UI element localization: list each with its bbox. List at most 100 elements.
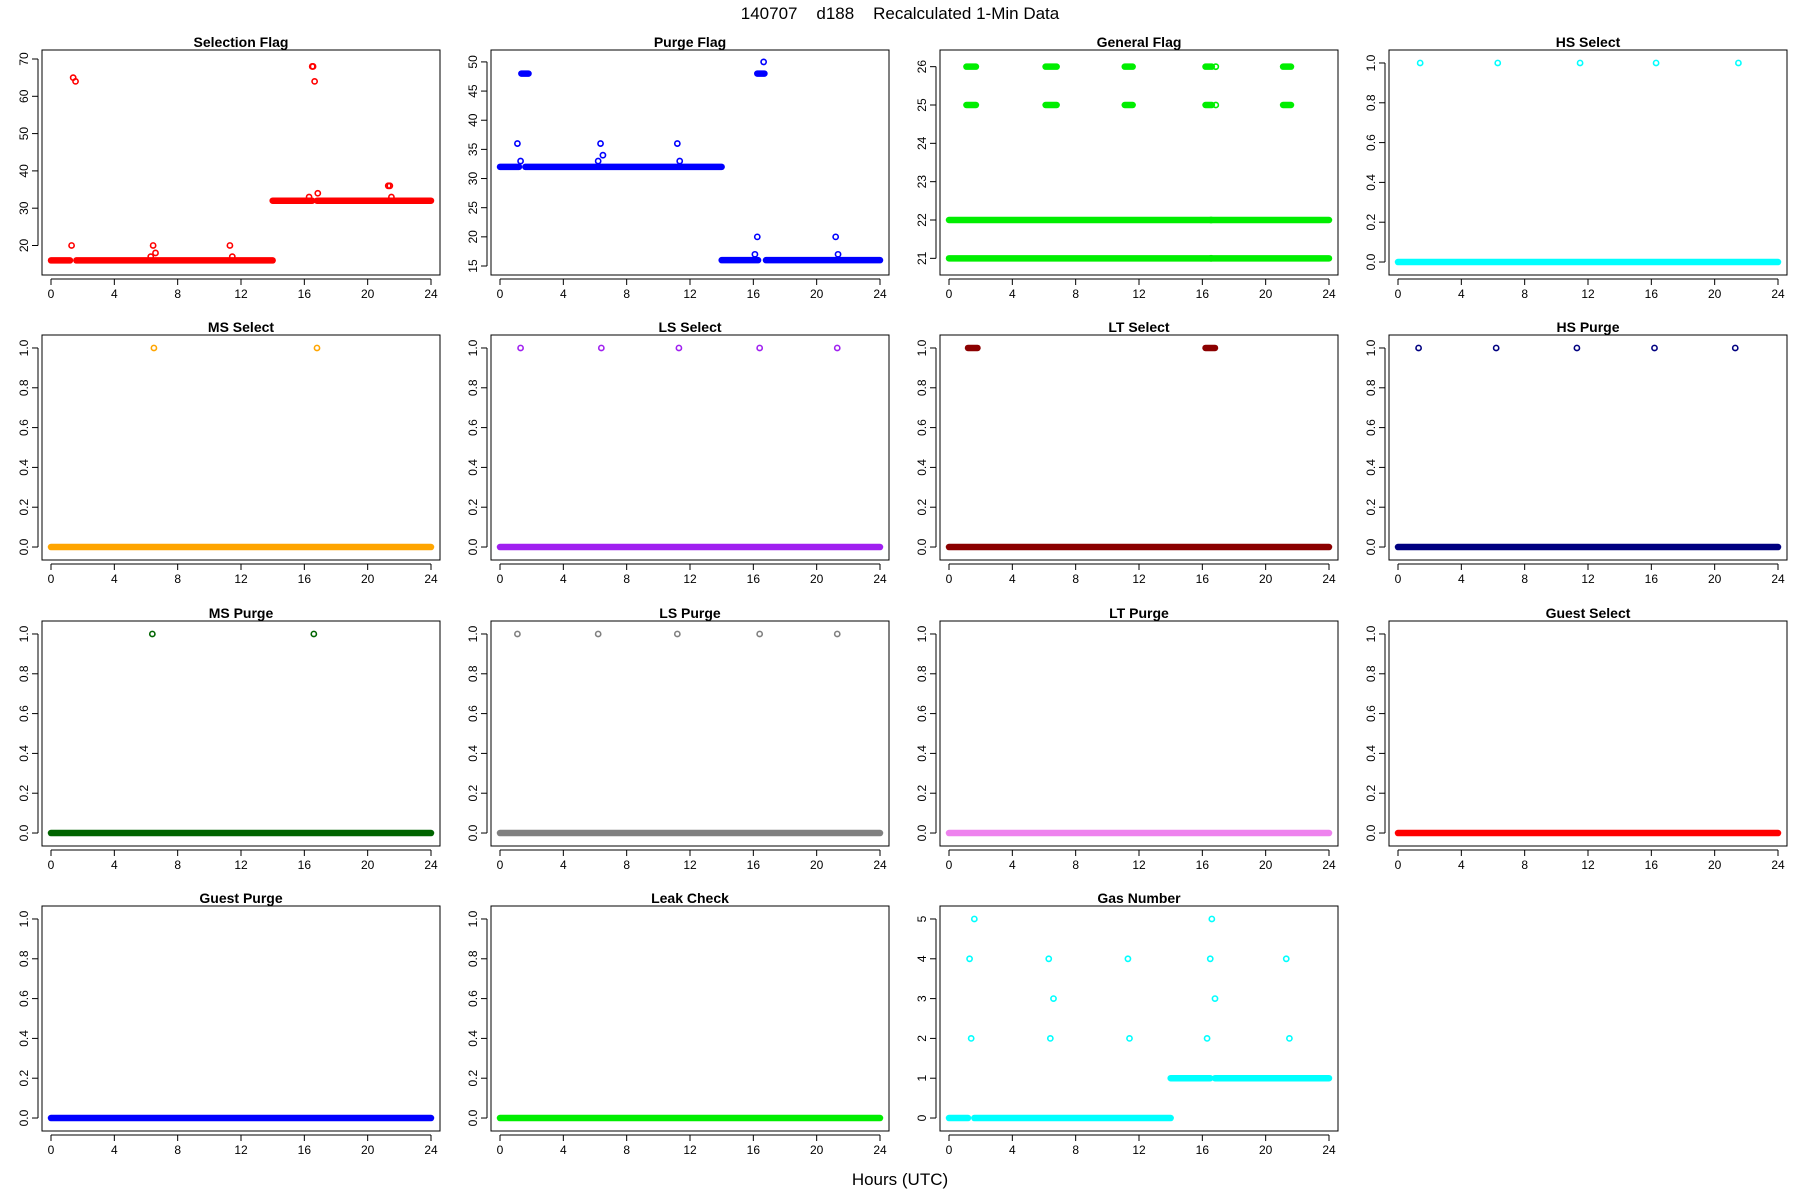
data-point: [228, 253, 236, 261]
plot-frame: [41, 905, 441, 1132]
y-tick-label: 0.8: [915, 665, 929, 682]
y-tick-label: 0.8: [915, 379, 929, 396]
y-tick-label: 0: [915, 1114, 929, 1121]
y-tick-label: 0.2: [17, 785, 31, 802]
panel-title: Gas Number: [1097, 890, 1181, 906]
y-tick-label: 0.4: [1364, 174, 1378, 191]
data-point: [1045, 955, 1053, 963]
data-point: [1651, 344, 1658, 352]
data-point: [834, 250, 842, 258]
data-point: [1046, 1035, 1054, 1042]
x-tick-label: 20: [810, 572, 824, 586]
x-axis-label: Hours (UTC): [851, 1170, 949, 1189]
y-tick-label: 1.0: [466, 339, 480, 356]
data-point: [313, 344, 321, 352]
data-point: [1652, 59, 1660, 67]
x-tick-label: 12: [1132, 858, 1146, 872]
data-point: [1126, 1035, 1133, 1042]
panel-title: Selection Flag: [194, 34, 289, 50]
data-point: [1282, 955, 1290, 963]
x-tick-label: 12: [683, 572, 697, 586]
plot-frame: [939, 334, 1339, 561]
panel-title: Guest Purge: [199, 890, 282, 906]
panel-leak-check: Leak Check 0 4 8 12 16 20 24 0.0 0.2 0.4 0.6 0.8 1.0: [466, 890, 890, 1157]
x-axis: 0 4 8 12 16 20 24: [497, 563, 887, 586]
y-tick-label: 0.6: [466, 990, 480, 1007]
y-tick-label: 5: [915, 915, 929, 922]
x-tick-label: 16: [1645, 572, 1659, 586]
x-tick-label: 4: [111, 1143, 118, 1157]
panel-title: LT Select: [1108, 319, 1170, 335]
x-axis: 0 4 8 12 16 20 24: [1395, 278, 1785, 301]
x-tick-label: 4: [560, 287, 567, 301]
y-tick-label: 1: [915, 1075, 929, 1082]
data-point: [1415, 344, 1422, 352]
data-point: [226, 242, 234, 249]
y-tick-label: 24: [915, 136, 929, 150]
data-point: [68, 242, 75, 249]
x-tick-label: 24: [873, 858, 887, 872]
x-tick-label: 12: [1132, 1143, 1146, 1157]
y-tick-label: 0.8: [466, 379, 480, 396]
y-tick-label: 26: [915, 60, 929, 74]
x-tick-label: 0: [48, 287, 55, 301]
data-point: [1050, 995, 1057, 1002]
data-point: [1207, 216, 1215, 224]
y-axis: 0.0 0.2 0.4 0.6 0.8 1.0: [17, 339, 39, 555]
y-tick-label: 0.6: [466, 419, 480, 436]
x-axis: 0 4 8 12 16 20 24: [497, 1134, 887, 1157]
panel-lt-select: LT Select 0 4 8 12 16 20 24 0.0 0.2 0.4 0.6 0.8 1.0: [915, 319, 1339, 586]
data-point: [970, 915, 978, 923]
y-tick-label: 15: [466, 259, 480, 273]
panel-title: Guest Select: [1546, 605, 1631, 621]
data-point: [832, 233, 840, 241]
data-point: [1735, 59, 1742, 67]
y-tick-label: 0.4: [915, 745, 929, 762]
x-axis: 0 4 8 12 16 20 24: [48, 1134, 438, 1157]
data-point: [676, 157, 684, 165]
y-tick-label: 1.0: [17, 625, 31, 642]
panel-ls-purge: LS Purge 0 4 8 12 16 20 24 0.0 0.2 0.4 0.6 0.8 1.0: [466, 605, 890, 872]
y-axis: 21 22 23 24 25 26: [915, 60, 937, 265]
y-tick-label: 0.6: [1364, 705, 1378, 722]
x-axis: 0 4 8 12 16 20 24: [497, 278, 887, 301]
panel-title: LS Select: [658, 319, 721, 335]
y-axis: 0.0 0.2 0.4 0.6 0.8 1.0: [17, 625, 39, 841]
x-tick-label: 16: [1196, 572, 1210, 586]
x-tick-label: 0: [497, 287, 504, 301]
y-tick-label: 0.2: [466, 499, 480, 516]
x-tick-label: 8: [1072, 858, 1079, 872]
x-tick-label: 0: [497, 858, 504, 872]
y-tick-label: 2: [915, 1035, 929, 1042]
x-tick-label: 16: [1196, 1143, 1210, 1157]
x-tick-label: 12: [683, 1143, 697, 1157]
plot-frame: [490, 334, 890, 561]
x-tick-label: 8: [623, 287, 630, 301]
y-tick-label: 0.2: [1364, 214, 1378, 231]
y-axis: 0.0 0.2 0.4 0.6 0.8 1.0: [17, 910, 39, 1126]
x-axis: 0 4 8 12 16 20 24: [1395, 563, 1785, 586]
y-tick-label: 0.2: [17, 1070, 31, 1087]
x-tick-label: 16: [747, 572, 761, 586]
x-tick-label: 24: [873, 287, 887, 301]
data-point: [148, 630, 156, 638]
x-axis: 0 4 8 12 16 20 24: [48, 563, 438, 586]
y-tick-label: 0.0: [915, 538, 929, 555]
x-tick-label: 20: [1259, 572, 1273, 586]
x-tick-label: 24: [1322, 572, 1336, 586]
y-axis: 0 1 2 3 4 5: [915, 915, 937, 1121]
plot-frame: [939, 905, 1339, 1132]
y-tick-label: 0.2: [915, 499, 929, 516]
plot-frame: [41, 49, 441, 276]
y-tick-label: 0.6: [17, 419, 31, 436]
data-point: [309, 63, 317, 70]
x-tick-label: 8: [623, 858, 630, 872]
x-tick-label: 4: [1458, 858, 1465, 872]
x-tick-label: 16: [747, 1143, 761, 1157]
x-tick-label: 20: [361, 287, 375, 301]
x-tick-label: 4: [1458, 287, 1465, 301]
x-tick-label: 8: [1072, 572, 1079, 586]
x-tick-label: 16: [1645, 858, 1659, 872]
y-tick-label: 0.6: [915, 419, 929, 436]
